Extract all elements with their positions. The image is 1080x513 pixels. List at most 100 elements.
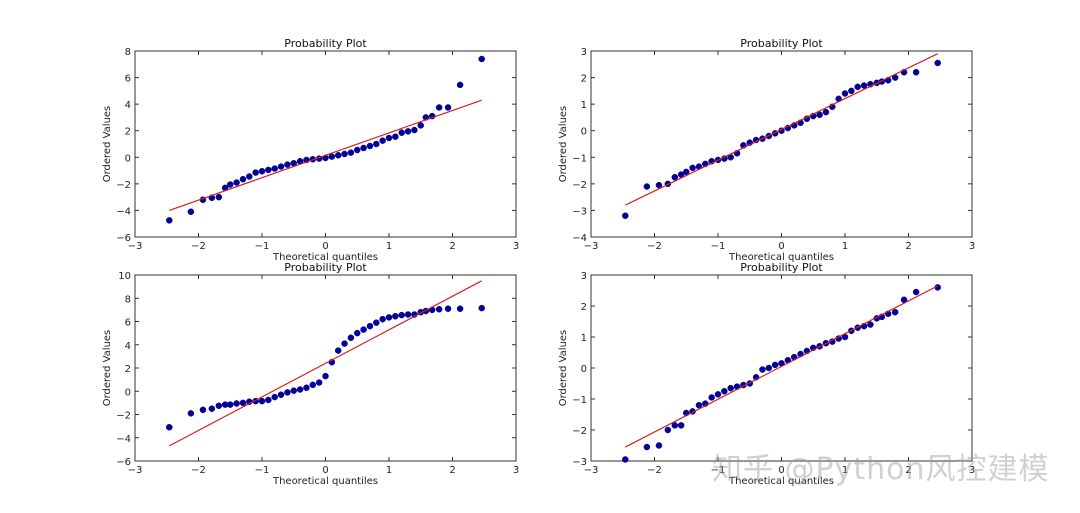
data-point <box>708 394 715 401</box>
data-point <box>284 389 291 396</box>
y-axis-label: Ordered Values <box>102 106 113 183</box>
data-point <box>689 164 696 172</box>
fit-line <box>169 280 482 447</box>
y-tick-label: −1 <box>572 153 587 164</box>
data-point <box>334 152 342 159</box>
x-tick-label: 1 <box>386 465 392 476</box>
x-tick-label: −3 <box>584 241 599 252</box>
data-point <box>456 305 464 312</box>
data-point <box>841 90 849 97</box>
data-point <box>643 443 651 451</box>
subplot-4: −3 −2 −1 0 1 2 3 −3 −2 −1 0 1 2 3 Probability Plot Theo… <box>558 261 975 487</box>
data-point <box>366 322 374 330</box>
data-point <box>677 422 685 429</box>
y-tick-label: −3 <box>572 457 587 468</box>
data-point <box>328 153 336 160</box>
data-point <box>664 426 672 434</box>
y-tick-label: −6 <box>116 233 131 244</box>
data-point <box>444 104 452 111</box>
y-tick-label: 3 <box>581 47 587 58</box>
data-point <box>303 384 310 392</box>
y-tick-label: 0 <box>581 364 587 375</box>
data-point <box>435 104 443 111</box>
data-point <box>265 166 272 174</box>
fit-line <box>625 285 938 448</box>
data-point <box>252 169 259 176</box>
data-point <box>271 165 278 172</box>
data-point <box>934 59 941 67</box>
data-point <box>239 399 247 407</box>
data-point <box>373 140 380 148</box>
y-tick-label: 8 <box>125 47 131 58</box>
x-axis-label: Theoretical quantiles <box>728 252 834 263</box>
axes-frame <box>590 274 973 462</box>
x-tick-label: 3 <box>969 465 975 476</box>
data-point <box>392 133 399 140</box>
subplot-title: Probability Plot <box>740 261 823 274</box>
y-tick-label: 6 <box>125 318 131 329</box>
y-tick-label: 6 <box>125 74 131 85</box>
data-point <box>187 410 195 417</box>
data-point <box>233 179 240 186</box>
x-tick-label: 1 <box>386 241 392 252</box>
data-point <box>246 173 253 180</box>
x-tick-label: −2 <box>647 241 662 252</box>
y-tick-label: 4 <box>125 100 131 111</box>
x-tick-label: 0 <box>322 241 328 252</box>
data-point <box>714 391 722 398</box>
x-tick-label: 2 <box>905 241 911 252</box>
subplot-3: −3 −2 −1 0 1 2 3 −6 −4 −2 0 2 4 6 8 10 Probability Plot T… <box>102 261 519 487</box>
y-tick-label: 8 <box>125 294 131 305</box>
y-tick-label: 0 <box>125 153 131 164</box>
data-point <box>417 122 424 129</box>
y-tick-label: 0 <box>581 127 587 138</box>
data-point <box>334 347 342 354</box>
y-tick-label: 4 <box>125 341 131 352</box>
x-axis-label: Theoretical quantiles <box>272 252 378 263</box>
data-point <box>721 388 728 395</box>
y-tick-label: 2 <box>125 364 131 375</box>
data-point <box>341 150 348 158</box>
y-tick-label: 2 <box>125 127 131 138</box>
fit-line <box>625 53 938 206</box>
fit-line <box>169 99 482 211</box>
x-tick-label: −3 <box>128 465 143 476</box>
data-point <box>655 442 663 449</box>
x-tick-label: 2 <box>449 241 455 252</box>
data-point <box>277 163 285 170</box>
data-point <box>360 144 367 152</box>
subplot-1: −3 −2 −1 0 1 2 3 −6 −4 −2 0 2 4 6 8 Probability Plot The… <box>102 37 519 263</box>
data-point <box>912 69 920 76</box>
x-tick-label: 0 <box>778 241 784 252</box>
data-point <box>322 372 329 380</box>
data-point <box>671 173 679 181</box>
data-point <box>199 406 207 414</box>
data-point <box>315 379 323 386</box>
data-point <box>239 175 247 183</box>
x-tick-label: 3 <box>513 465 519 476</box>
data-point <box>271 393 278 401</box>
data-point <box>296 386 304 393</box>
x-tick-label: −1 <box>711 465 726 476</box>
data-point <box>215 402 223 410</box>
data-point <box>258 397 266 405</box>
data-point <box>341 340 348 347</box>
x-tick-label: −1 <box>255 241 270 252</box>
y-tick-label: 1 <box>581 100 587 111</box>
y-tick-label: −2 <box>572 180 587 191</box>
y-tick-label: 10 <box>118 271 131 282</box>
data-point <box>347 149 355 156</box>
x-tick-label: 2 <box>905 465 911 476</box>
data-point <box>233 400 240 407</box>
x-axis-label: Theoretical quantiles <box>728 476 834 487</box>
x-tick-label: 0 <box>322 465 328 476</box>
data-point <box>215 193 223 201</box>
y-tick-label: 3 <box>581 271 587 282</box>
data-point <box>227 181 234 188</box>
data-point <box>867 321 874 328</box>
x-tick-label: −3 <box>128 241 143 252</box>
data-point <box>385 134 393 142</box>
y-tick-label: −2 <box>572 426 587 437</box>
data-point <box>379 315 386 323</box>
data-point <box>816 111 823 119</box>
